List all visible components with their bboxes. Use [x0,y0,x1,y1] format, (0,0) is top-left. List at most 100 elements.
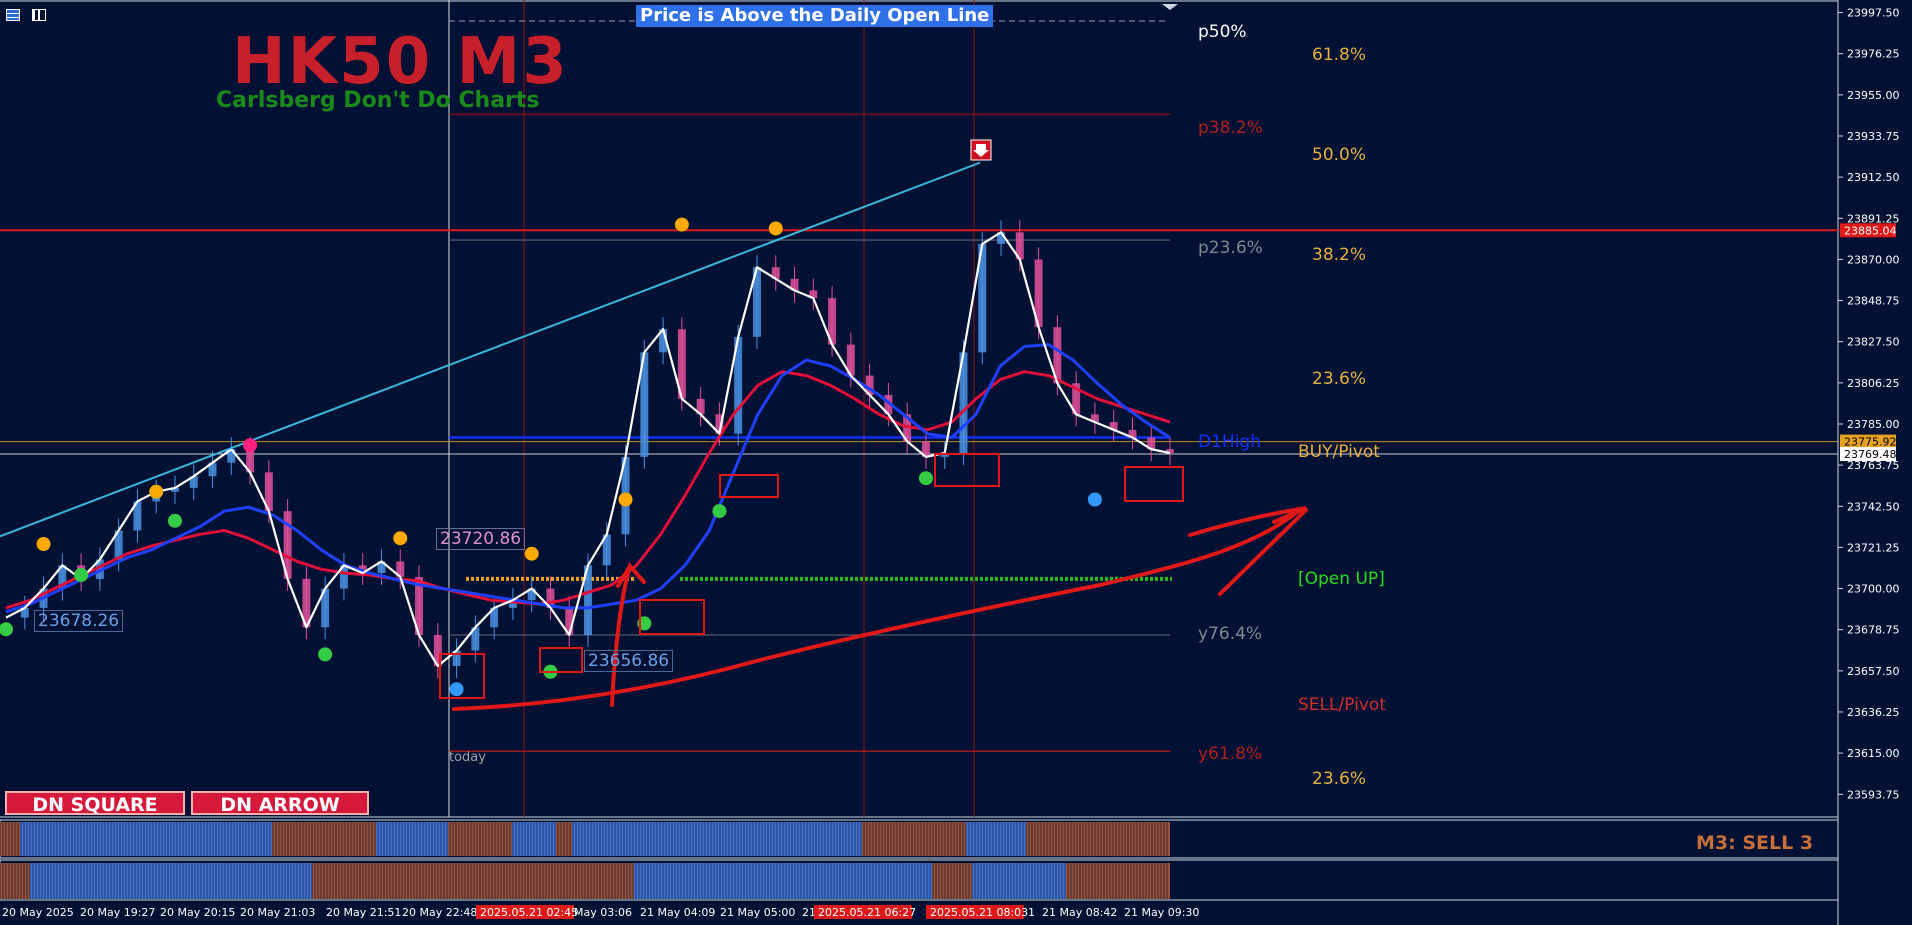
drawn-arrow-shaft[interactable] [1218,508,1308,596]
histogram-segment [862,822,966,856]
x-tick-highlight [926,905,1024,919]
x-tick-label: 2025.05.21 02:45 [480,906,578,919]
signal-label: M3: SELL 3 [1696,832,1814,854]
signal-dot [149,484,164,499]
daily-open-banner: Price is Above the Daily Open Line [636,5,994,27]
x-tick-label: 21 May 08:42 [1042,906,1117,919]
y-tick-label: 23678.75 [1847,624,1900,637]
candle-body [339,565,348,589]
y-tick-label: 23636.25 [1847,706,1900,719]
y-tick-label: 23976.25 [1847,48,1900,61]
fib-label: 23.6% [1312,769,1367,789]
y-tick-label: 23593.75 [1847,788,1900,801]
candle-body [715,414,724,434]
drawn-up-arrow[interactable] [610,561,646,707]
candle-body [133,501,142,531]
signal-dot [167,513,182,528]
candle-body [170,487,179,492]
candle-body [1147,437,1156,450]
candle-body [1053,327,1062,384]
chart-grid-icon[interactable] [6,9,20,21]
candle-body [246,449,255,473]
symbol-title: HK50 M3 [232,25,569,99]
candle-body [828,298,837,345]
signal-dot [712,504,727,519]
candle-body [1034,259,1043,328]
y-tick-label: 23700.00 [1847,583,1900,596]
signal-dot [36,537,51,552]
price-label: 23720.86 [436,528,526,550]
fib-label: p50% [1198,22,1247,42]
candle-body [1072,383,1081,415]
slow-moving-average [5,370,1171,610]
fib-label: BUY/Pivot [1298,442,1380,462]
scroll-marker-icon [1162,4,1178,10]
candle-body [1166,449,1174,454]
highlight-box [639,599,705,635]
x-tick-label: 20 May 21:51 [326,906,401,919]
price-tag-label: 23775.92 [1844,436,1897,449]
highlight-box [719,474,779,498]
x-tick-label: May 03:06 [574,906,632,919]
candle-body [677,329,686,399]
histogram-segment [972,863,1066,899]
y-tick-label: 23721.25 [1847,541,1900,554]
candle-body [734,336,743,434]
candle-body [471,627,480,651]
candle-body [208,462,217,477]
drawn-uptrend-curve[interactable] [452,508,1302,711]
candle-body [508,600,517,608]
signal-dot [0,622,13,637]
dn-square-button[interactable]: DN SQUARE [5,791,185,816]
candle-body [1090,414,1099,423]
fast-price-line [5,231,1171,668]
price-tag-label: 23769.48 [1844,448,1897,461]
x-tick-label: 20 May 20:15 [160,906,235,919]
histogram-segment [376,822,448,856]
fib-label: 38.2% [1312,245,1367,265]
candle-body [584,565,592,636]
fib-label: y61.8% [1198,744,1263,764]
y-tick-label: 23785.00 [1847,418,1900,431]
price-tag-label: 23885.04 [1844,224,1897,237]
ascending-trendline[interactable] [0,161,981,538]
x-tick-label: 21 May 04:09 [640,906,715,919]
signal-dot [393,531,408,546]
candle-body [1109,422,1118,430]
candle-body [358,565,367,574]
signal-dot [74,567,89,582]
signal-dot [1087,492,1102,507]
candle-body [640,352,649,457]
x-tick-label: 20 May 21:03 [240,906,315,919]
sell-arrow-glyph [973,144,989,157]
price-tag [1840,223,1896,238]
fib-label: 23.6% [1312,369,1367,389]
candle-body [602,534,611,566]
x-tick-highlight [476,905,574,919]
candle-body [565,607,574,636]
dn-arrow-button[interactable]: DN ARROW [191,791,369,816]
d1high-label: D1High [1198,432,1261,452]
candle-body [771,267,780,279]
histogram-segment [20,822,272,856]
signal-dot [618,492,633,507]
y-tick-label: 23742.50 [1847,500,1900,513]
fib-label: p23.6% [1198,238,1263,258]
price-label: 23678.26 [34,610,124,632]
fib-label: 50.0% [1312,145,1367,165]
candle-body [846,344,855,376]
candle-body [283,511,292,579]
candle-body [865,375,874,395]
price-tag [1840,447,1896,462]
candle-body [377,561,386,574]
candle-body [959,352,968,454]
fib-label: [Open UP] [1298,569,1385,589]
drawn-arrow-head[interactable] [1188,506,1307,537]
signal-dot [524,546,539,561]
x-tick-highlight [814,905,912,919]
chart-bars-icon[interactable] [32,9,46,21]
price-tag [1840,434,1896,449]
candle-body [114,530,123,560]
y-tick-label: 23997.50 [1847,7,1900,20]
